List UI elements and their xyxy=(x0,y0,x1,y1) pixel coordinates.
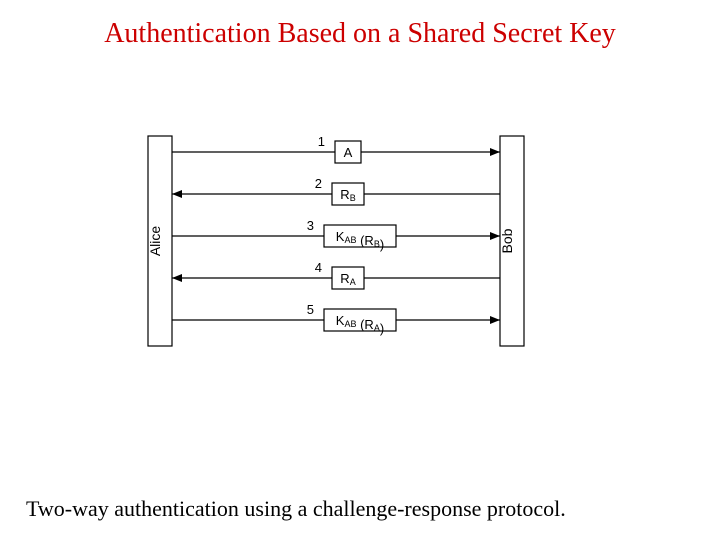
svg-text:3: 3 xyxy=(307,218,314,233)
page-title: Authentication Based on a Shared Secret … xyxy=(0,18,720,50)
svg-text:5: 5 xyxy=(307,302,314,317)
svg-text:A: A xyxy=(344,145,353,160)
svg-text:Bob: Bob xyxy=(499,228,515,253)
svg-text:Alice: Alice xyxy=(147,226,163,257)
svg-text:1: 1 xyxy=(318,134,325,149)
svg-text:4: 4 xyxy=(315,260,322,275)
protocol-diagram: AliceBob1A2RB3KAB (RB)4RA5KAB (RA) xyxy=(108,110,556,370)
svg-text:2: 2 xyxy=(315,176,322,191)
caption-text: Two-way authentication using a challenge… xyxy=(26,496,720,522)
